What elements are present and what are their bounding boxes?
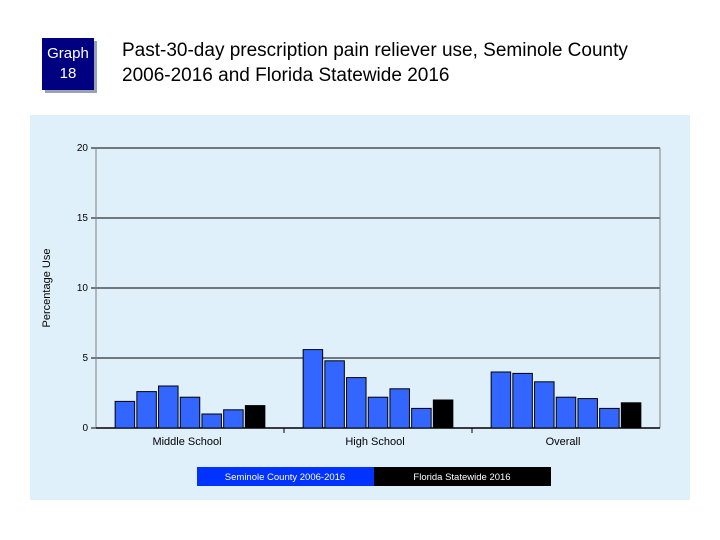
bar-seminole-county <box>201 413 222 429</box>
bar-seminole-county <box>324 360 345 429</box>
y-axis-label: Percentage Use <box>41 249 53 328</box>
x-category-label: High School <box>345 436 404 448</box>
y-tick-label: 5 <box>82 353 88 364</box>
bar-seminole-county <box>136 391 157 429</box>
bar-seminole-county <box>302 349 324 429</box>
bar-seminole-county <box>223 409 244 429</box>
y-tick-label: 0 <box>82 423 88 434</box>
y-tick-label: 10 <box>77 283 89 294</box>
bar-seminole-county <box>389 388 410 429</box>
legend-swatch-florida-statewide <box>374 467 551 486</box>
y-tick-label: 15 <box>77 213 89 224</box>
x-category-label: Overall <box>546 436 581 448</box>
bar-seminole-county <box>367 396 389 429</box>
bar-seminole-county <box>599 407 620 429</box>
badge-label: Graph <box>47 45 89 62</box>
bar-seminole-county <box>555 396 577 429</box>
bar-seminole-county <box>490 371 512 429</box>
badge-number: 18 <box>59 65 77 82</box>
chart-title-line-2: 2006-2016 and Florida Statewide 2016 <box>122 65 450 86</box>
bar-seminole-county <box>346 377 367 429</box>
bar-florida-statewide <box>432 399 454 429</box>
graph-number-badge: Graph 18 <box>42 38 94 90</box>
bar-seminole-county <box>179 396 201 429</box>
legend-label-seminole-county: Seminole County 2006-2016 <box>225 472 345 483</box>
bar-seminole-county <box>512 372 533 429</box>
bar-seminole-county <box>411 407 432 429</box>
bar-seminole-county <box>534 381 555 429</box>
bar-seminole-county <box>158 385 179 429</box>
legend-label-florida-statewide: Florida Statewide 2016 <box>413 472 510 483</box>
chart-panel: 0 5 10 15 20 Percentage Use Middle School High … <box>30 115 690 500</box>
bar-florida-statewide <box>244 405 266 429</box>
legend-swatch-seminole-county <box>197 467 374 486</box>
bar-chart: 0 5 10 15 20 Percentage Use Middle School High … <box>41 143 661 486</box>
chart-title-line-1: Past-30-day prescription pain reliever u… <box>122 40 628 61</box>
bar-florida-statewide <box>620 402 642 429</box>
y-tick-label: 20 <box>77 143 89 154</box>
x-category-label: Middle School <box>152 436 221 448</box>
bar-seminole-county <box>114 400 136 429</box>
chart-title: Past-30-day prescription pain reliever u… <box>122 38 702 88</box>
bar-seminole-county <box>577 398 598 429</box>
